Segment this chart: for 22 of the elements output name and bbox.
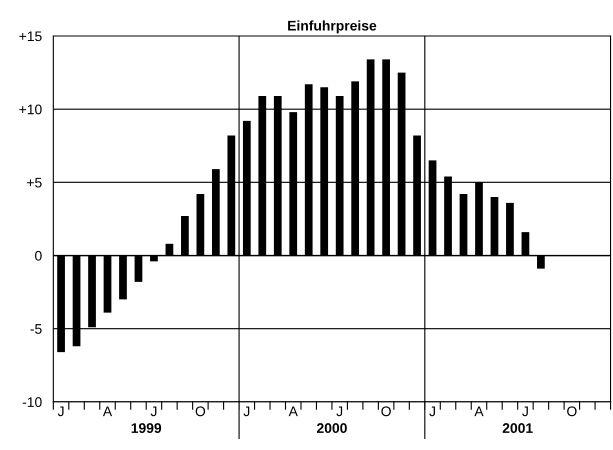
y-tick-label: +10 (19, 104, 42, 114)
y-tick-label: 0 (35, 250, 42, 261)
x-tick-label: O (567, 406, 577, 416)
x-tick-label: J (244, 406, 250, 416)
x-tick-label: A (102, 406, 112, 416)
chart-title: Einfuhrpreise (288, 20, 376, 34)
y-tick-label: +15 (19, 31, 42, 42)
text: 2001 (502, 423, 533, 434)
x-tick-label: A (474, 406, 484, 416)
x-tick-label: O (196, 406, 206, 416)
x-tick-label: O (381, 406, 391, 416)
x-tick-label: J (522, 406, 528, 416)
x-tick-label: J (429, 406, 435, 416)
x-tick-label: J (336, 406, 342, 416)
x-tick-label: J (58, 406, 64, 416)
text: 1999 (132, 423, 162, 434)
x-tick-label: A (288, 406, 298, 416)
y-tick-label: -5 (30, 324, 42, 334)
y-tick-label: -10 (22, 397, 42, 408)
y-tick-label: +5 (27, 178, 42, 188)
text: 2000 (316, 423, 347, 434)
x-tick-label: J (150, 406, 156, 416)
